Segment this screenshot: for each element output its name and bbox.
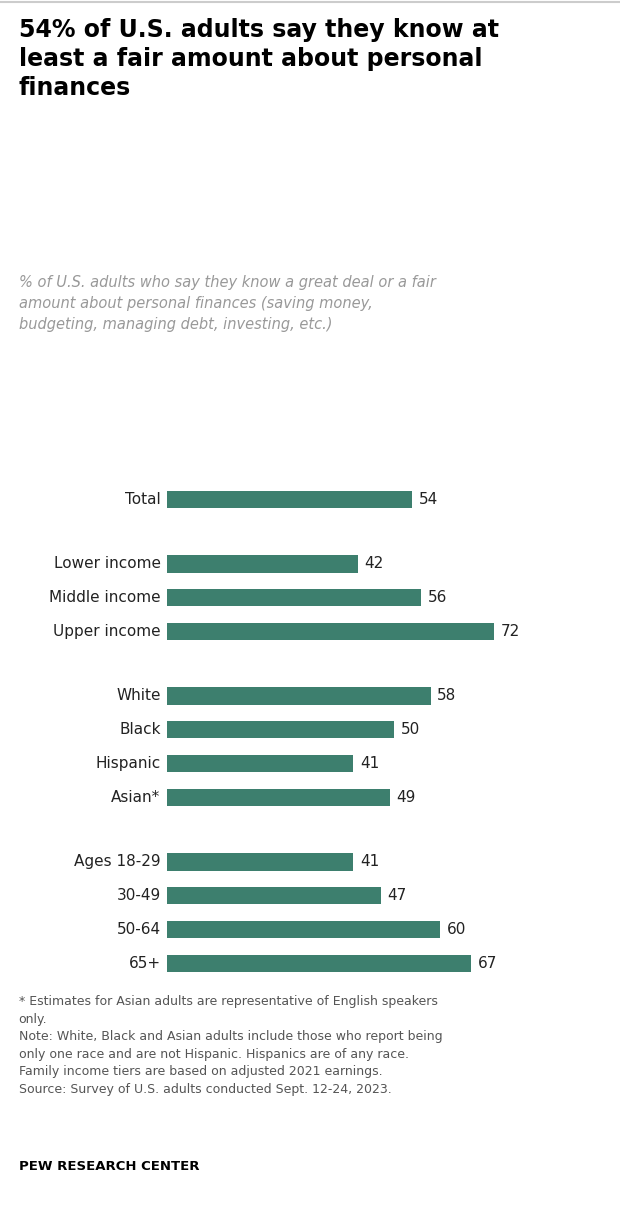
Text: 54% of U.S. adults say they know at
least a fair amount about personal
finances: 54% of U.S. adults say they know at leas… <box>19 18 498 100</box>
Text: 30-49: 30-49 <box>117 889 161 903</box>
Text: 41: 41 <box>360 756 379 771</box>
Bar <box>167 788 390 807</box>
Text: * Estimates for Asian adults are representative of English speakers
only.
Note: : * Estimates for Asian adults are represe… <box>19 995 442 1095</box>
Text: 65+: 65+ <box>128 956 161 971</box>
Text: 60: 60 <box>446 922 466 936</box>
Text: 41: 41 <box>360 854 379 869</box>
Text: 50: 50 <box>401 722 420 737</box>
Text: PEW RESEARCH CENTER: PEW RESEARCH CENTER <box>19 1160 199 1174</box>
Bar <box>167 755 353 772</box>
Text: Middle income: Middle income <box>49 590 161 605</box>
Bar <box>167 920 440 939</box>
Text: Lower income: Lower income <box>53 556 161 572</box>
Text: Black: Black <box>119 722 161 737</box>
Bar <box>167 623 494 640</box>
Bar <box>167 491 412 508</box>
Bar <box>167 721 394 738</box>
Text: 72: 72 <box>501 624 520 639</box>
Text: 58: 58 <box>437 688 456 704</box>
Text: White: White <box>116 688 161 704</box>
Text: % of U.S. adults who say they know a great deal or a fair
amount about personal : % of U.S. adults who say they know a gre… <box>19 275 435 333</box>
Text: 67: 67 <box>478 956 497 971</box>
Text: 54: 54 <box>419 492 438 507</box>
Text: Total: Total <box>125 492 161 507</box>
Text: 50-64: 50-64 <box>117 922 161 936</box>
Text: Asian*: Asian* <box>112 789 161 805</box>
Bar <box>167 955 471 972</box>
Text: Ages 18-29: Ages 18-29 <box>74 854 161 869</box>
Text: 49: 49 <box>397 789 416 805</box>
Text: Upper income: Upper income <box>53 624 161 639</box>
Bar <box>167 589 422 606</box>
Bar <box>167 853 353 870</box>
Bar <box>167 687 430 705</box>
Text: Hispanic: Hispanic <box>95 756 161 771</box>
Bar <box>167 554 358 573</box>
Text: 56: 56 <box>428 590 448 605</box>
Text: 42: 42 <box>365 556 384 572</box>
Text: 47: 47 <box>388 889 407 903</box>
Bar <box>167 886 381 905</box>
